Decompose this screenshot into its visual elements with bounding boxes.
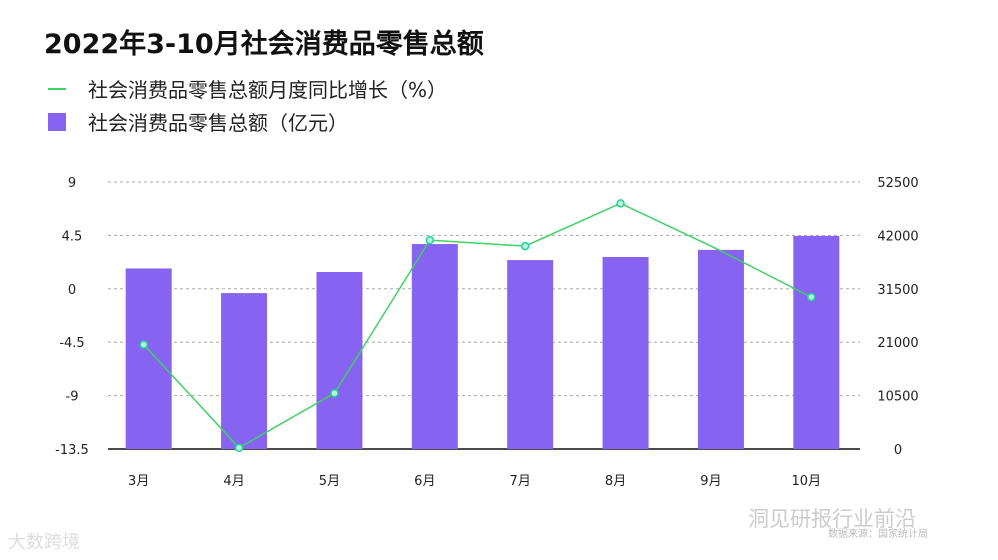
growth-point-3月 <box>139 340 148 349</box>
legend-item-growth: 社会消费品零售总额月度同比增长（%） <box>48 74 447 103</box>
right-axis-tick: 42000 <box>877 229 918 244</box>
growth-point-5月 <box>330 388 339 398</box>
left-axis-tick: -13.5 <box>55 443 89 458</box>
x-axis-tick: 3月 <box>128 474 149 489</box>
right-axis-tick: 21000 <box>877 336 918 351</box>
left-axis-tick: 4.5 <box>62 229 83 244</box>
right-axis-tick: 31500 <box>877 283 918 298</box>
bar-4月 <box>221 293 268 449</box>
growth-line <box>143 202 812 449</box>
left-axis-tick: -4.5 <box>59 336 84 351</box>
growth-point-7月 <box>520 241 530 251</box>
x-axis-tick: 5月 <box>319 474 340 489</box>
growth-point-6月 <box>425 235 435 245</box>
bar-3月 <box>125 268 172 449</box>
legend-line-swatch <box>48 87 66 90</box>
growth-point-4月 <box>234 443 244 453</box>
right-axis-tick: 52500 <box>877 176 918 191</box>
x-axis-tick: 9月 <box>700 474 721 489</box>
bar-8月 <box>602 257 649 449</box>
legend-bar-swatch <box>48 112 66 131</box>
watermark-right: 洞见研报行业前沿 <box>748 507 916 531</box>
source-note: 数据来源：国家统计局 <box>828 529 928 540</box>
growth-point-10月 <box>807 292 816 302</box>
right-axis-tick: 0 <box>894 443 902 458</box>
bar-9月 <box>697 249 744 449</box>
bar-6月 <box>411 244 458 449</box>
legend-label-retail: 社会消费品零售总额（亿元） <box>88 111 348 135</box>
growth-point-8月 <box>616 199 625 208</box>
bar-7月 <box>507 260 554 449</box>
left-axis-tick: 0 <box>68 283 76 298</box>
chart-title: 2022年3-10月社会消费品零售总额 <box>44 29 484 60</box>
legend-label-growth: 社会消费品零售总额月度同比增长（%） <box>88 78 448 102</box>
left-axis-tick: -9 <box>66 390 79 405</box>
legend-item-retail: 社会消费品零售总额（亿元） <box>48 107 348 136</box>
x-axis-tick: 6月 <box>414 474 435 489</box>
right-axis-tick: 10500 <box>877 390 918 405</box>
left-axis-tick: 9 <box>68 176 76 191</box>
x-axis-tick: 7月 <box>510 474 531 489</box>
x-axis-tick: 4月 <box>223 474 244 489</box>
bar-10月 <box>793 235 840 449</box>
watermark-left: 大数跨境 <box>8 532 80 553</box>
x-axis-tick: 10月 <box>792 474 822 489</box>
x-axis-tick: 8月 <box>605 474 626 489</box>
